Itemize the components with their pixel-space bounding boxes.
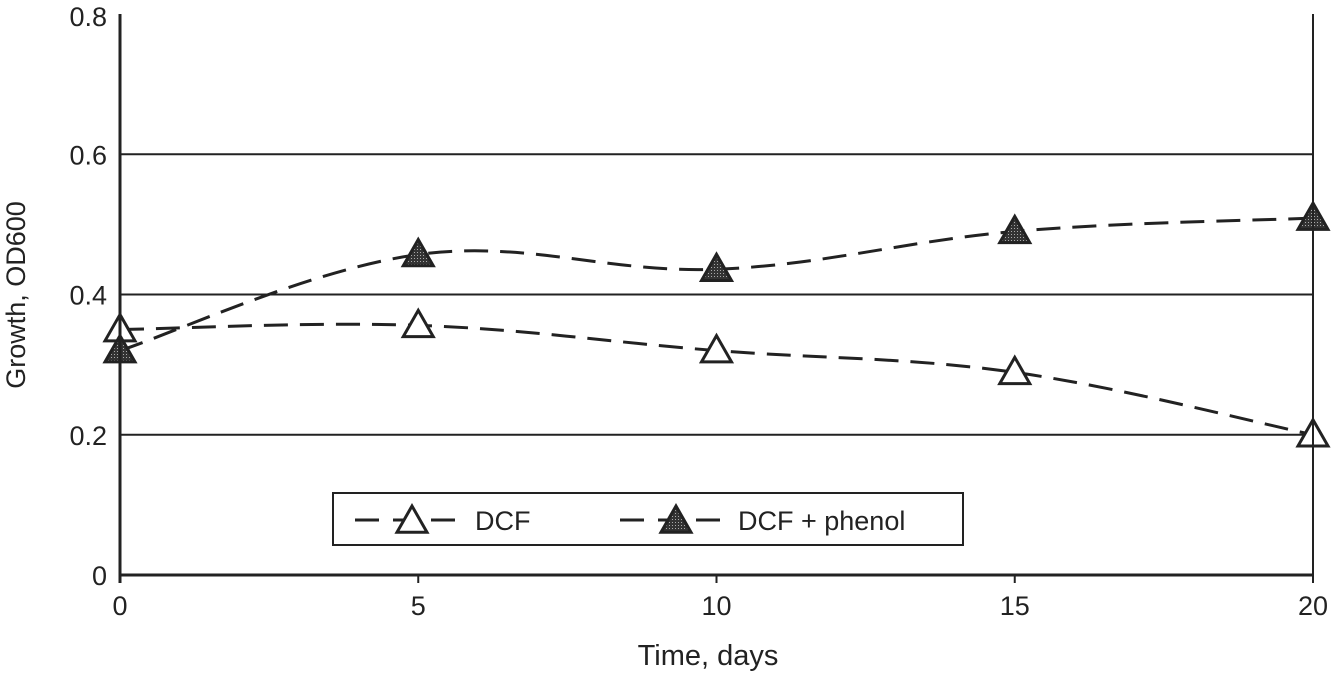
series-line	[119, 216, 1314, 353]
x-tick-label: 10	[701, 591, 731, 621]
legend-label-dcf: DCF	[475, 506, 531, 536]
legend-marker	[394, 502, 430, 534]
y-axis-label: Growth, OD600	[1, 201, 31, 389]
series-layer	[102, 200, 1331, 448]
y-tick-label: 0.6	[69, 140, 107, 170]
x-axis-label: Time, days	[638, 640, 779, 672]
grid	[120, 153, 1313, 436]
y-tick-label: 0	[92, 561, 107, 591]
legend-label-dcf-phenol: DCF + phenol	[738, 506, 905, 536]
data-point-marker	[400, 236, 436, 268]
y-tick-label: 0.8	[69, 2, 107, 32]
y-tick-label: 0.4	[69, 281, 107, 311]
data-point-marker	[997, 213, 1033, 245]
x-tick-label: 20	[1298, 591, 1328, 621]
y-tick-label: 0.2	[69, 421, 107, 451]
axes: 0 0.2 0.4 0.6 0.8 0 5 10 15 20	[69, 2, 1328, 621]
x-tick-label: 15	[1000, 591, 1030, 621]
legend-marker	[658, 502, 694, 534]
data-point-marker	[400, 307, 436, 339]
x-tick-label: 5	[411, 591, 426, 621]
data-point-marker	[698, 332, 735, 364]
data-point-marker	[997, 354, 1033, 386]
x-tick-label: 0	[112, 591, 127, 621]
legend: DCF DCF + phenol	[332, 492, 964, 546]
data-point-marker	[698, 251, 735, 283]
series-dcf	[102, 307, 1331, 448]
